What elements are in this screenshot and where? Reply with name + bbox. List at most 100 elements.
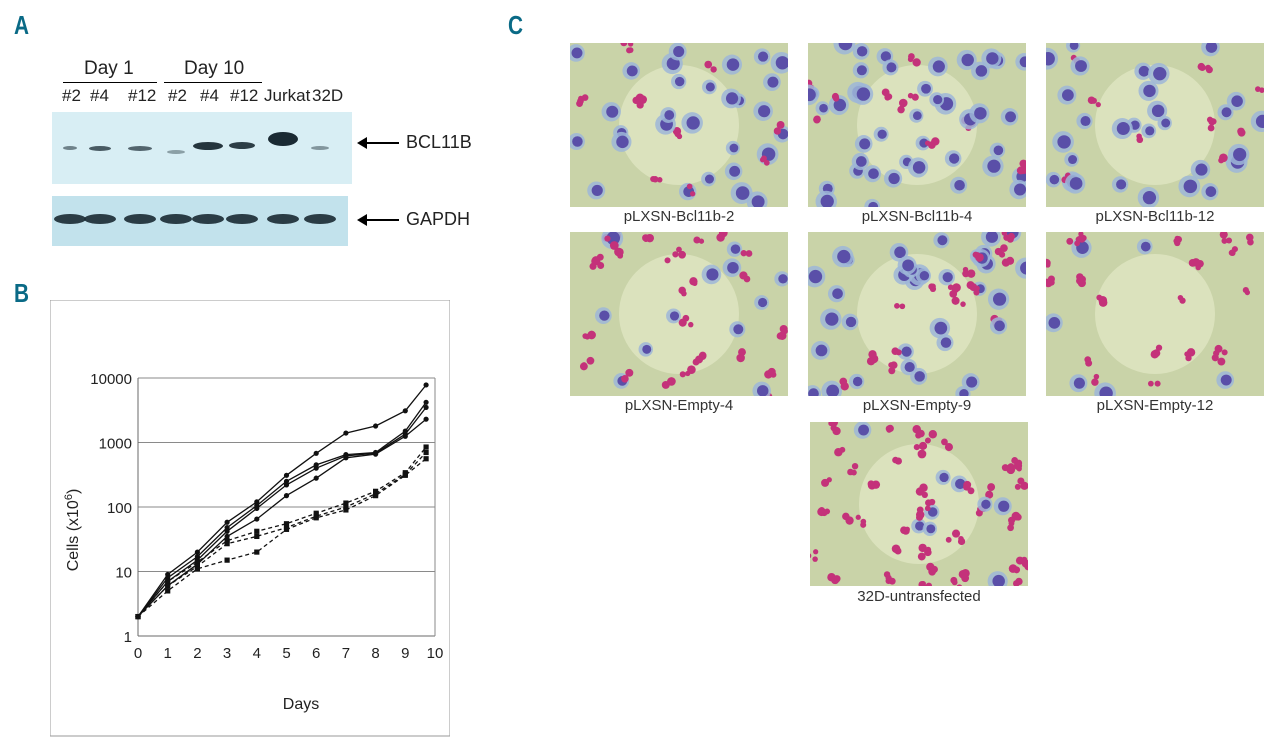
gapdh-arrowhead bbox=[357, 214, 367, 226]
gapdh-arrow bbox=[365, 219, 399, 221]
y-tick-label: 100 bbox=[107, 500, 132, 517]
gapdh-band bbox=[84, 214, 116, 224]
data-point bbox=[283, 482, 290, 488]
data-point bbox=[313, 475, 319, 481]
x-tick-label: 7 bbox=[342, 645, 350, 662]
data-point bbox=[423, 399, 429, 405]
gapdh-label: GAPDH bbox=[406, 209, 471, 229]
bcl11b-arrow bbox=[365, 142, 399, 144]
data-point bbox=[343, 455, 349, 461]
data-point bbox=[423, 444, 429, 450]
micrograph-caption: pLXSN-Empty-12 bbox=[1096, 397, 1214, 414]
x-tick-label: 9 bbox=[401, 645, 409, 662]
micrograph-caption: pLXSN-Bcl11b-12 bbox=[1095, 208, 1215, 225]
x-tick-label: 6 bbox=[312, 645, 320, 662]
micrograph-image bbox=[570, 232, 788, 396]
data-point bbox=[254, 549, 260, 555]
group-line-day1 bbox=[63, 82, 157, 83]
micrograph-image bbox=[1046, 43, 1264, 207]
data-point bbox=[313, 465, 319, 471]
panel-letter-c: C bbox=[508, 10, 524, 40]
data-point bbox=[194, 549, 200, 555]
lane-label: #2 bbox=[62, 86, 81, 105]
lane-label: #2 bbox=[168, 86, 187, 105]
data-point bbox=[343, 507, 349, 513]
data-point bbox=[343, 500, 349, 506]
lane-label: #4 bbox=[90, 86, 109, 105]
x-tick-label: 8 bbox=[371, 645, 379, 662]
data-point bbox=[165, 583, 171, 589]
gapdh-blot bbox=[52, 196, 348, 246]
data-point bbox=[373, 493, 379, 499]
data-point bbox=[224, 524, 230, 531]
bcl11b-band bbox=[128, 146, 152, 151]
data-point bbox=[373, 451, 379, 457]
panel-letter-a: A bbox=[14, 10, 30, 40]
bcl11b-band bbox=[89, 146, 111, 151]
x-tick-label: 0 bbox=[134, 645, 142, 662]
lane-label: #12 bbox=[128, 86, 157, 105]
x-tick-label: 4 bbox=[253, 645, 261, 662]
data-point bbox=[283, 472, 290, 478]
bcl11b-label: BCL11B bbox=[406, 132, 472, 152]
lane-label: Jurkat bbox=[264, 86, 311, 105]
bcl11b-band bbox=[63, 146, 77, 150]
data-point bbox=[254, 533, 260, 540]
gapdh-band bbox=[124, 214, 156, 224]
x-tick-label: 5 bbox=[282, 645, 290, 662]
data-point bbox=[194, 566, 200, 572]
data-point bbox=[343, 504, 349, 510]
bcl11b-arrowhead bbox=[357, 137, 367, 149]
data-point bbox=[423, 456, 429, 462]
data-point bbox=[254, 516, 260, 522]
micrograph-caption: 32D-untransfected bbox=[857, 588, 981, 605]
data-point bbox=[165, 588, 171, 594]
data-point bbox=[224, 528, 230, 534]
data-point bbox=[254, 528, 260, 534]
chart-frame bbox=[50, 300, 450, 737]
data-point bbox=[224, 519, 230, 525]
gapdh-band bbox=[192, 214, 224, 224]
micrograph bbox=[1046, 43, 1264, 207]
micrograph bbox=[810, 422, 1028, 586]
bcl11b-band bbox=[268, 132, 298, 146]
panel-letter-b: B bbox=[14, 278, 30, 308]
data-point bbox=[224, 541, 230, 547]
data-point bbox=[402, 408, 408, 414]
lane-label: #4 bbox=[200, 86, 219, 105]
micrograph-image bbox=[1046, 232, 1264, 396]
bcl11b-blot bbox=[52, 112, 352, 184]
data-point bbox=[313, 510, 319, 516]
data-point bbox=[165, 578, 171, 585]
micrograph-caption: pLXSN-Bcl11b-4 bbox=[861, 208, 973, 225]
data-point bbox=[402, 472, 408, 478]
gapdh-band bbox=[54, 214, 86, 224]
group-line-day10 bbox=[164, 82, 262, 83]
bcl11b-band bbox=[193, 142, 223, 150]
y-axis-label: Cells (x106) bbox=[63, 489, 82, 572]
data-point bbox=[423, 382, 429, 388]
gapdh-band bbox=[267, 214, 299, 224]
bcl11b-band bbox=[311, 146, 329, 150]
data-point bbox=[254, 505, 260, 512]
data-point bbox=[135, 613, 141, 620]
data-point bbox=[224, 538, 230, 544]
data-point bbox=[402, 433, 408, 439]
x-tick-label: 10 bbox=[427, 645, 444, 662]
data-point bbox=[313, 515, 319, 521]
gapdh-band bbox=[226, 214, 258, 224]
x-tick-label: 2 bbox=[193, 645, 201, 662]
gapdh-band bbox=[160, 214, 192, 224]
data-point bbox=[313, 450, 319, 456]
data-point bbox=[283, 478, 290, 484]
data-point bbox=[423, 404, 429, 411]
micrograph bbox=[1046, 232, 1264, 396]
y-tick-label: 1000 bbox=[99, 436, 132, 453]
data-point bbox=[194, 559, 200, 565]
group-label-day1: Day 1 bbox=[84, 58, 134, 79]
bcl11b-band bbox=[167, 150, 185, 154]
micrograph bbox=[570, 232, 788, 396]
data-point bbox=[224, 533, 230, 540]
data-point bbox=[423, 416, 429, 422]
